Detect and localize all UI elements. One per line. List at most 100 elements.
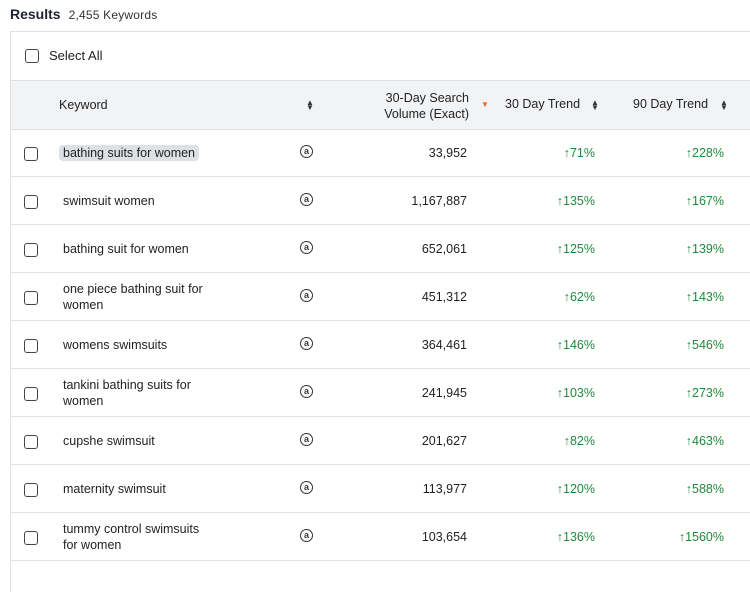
row-checkbox[interactable] [24, 483, 38, 497]
arrow-up-icon: ↑ [685, 386, 693, 400]
results-table-panel: Select All Keyword ▲ ▼ 30-Day Search Volu… [10, 31, 750, 592]
arrow-up-icon: ↑ [563, 290, 570, 304]
row-checkbox[interactable] [24, 435, 38, 449]
trend30-cell: ↑103% [511, 386, 595, 400]
trend30-value: 136% [563, 530, 595, 544]
trend90-cell: ↑139% [639, 242, 724, 256]
trend30-cell: ↑82% [511, 434, 595, 448]
row-checkbox[interactable] [24, 531, 38, 545]
trend90-cell: ↑546% [639, 338, 724, 352]
trend30-value: 135% [563, 194, 595, 208]
table-row[interactable]: bathing suits for women a 33,952 ↑71% ↑2… [11, 129, 750, 177]
row-checkbox[interactable] [24, 195, 38, 209]
trend30-cell: ↑120% [511, 482, 595, 496]
trend90-value: 139% [692, 242, 724, 256]
arrow-up-icon: ↑ [556, 242, 564, 256]
row-checkbox[interactable] [24, 387, 38, 401]
column-header-trend90[interactable]: 90 Day Trend [633, 97, 709, 111]
amazon-icon[interactable]: a [300, 193, 313, 206]
column-header-keyword[interactable]: Keyword [59, 98, 108, 112]
arrow-up-icon: ↑ [556, 386, 564, 400]
table-row[interactable]: tankini bathing suits for women a 241,94… [11, 369, 750, 417]
row-checkbox[interactable] [24, 147, 38, 161]
arrow-up-icon: ↑ [556, 194, 564, 208]
column-header-volume[interactable]: 30-Day Search Volume (Exact) [363, 90, 469, 122]
trend90-cell: ↑228% [639, 146, 724, 160]
keyword-cell[interactable]: one piece bathing suit for women [63, 281, 233, 313]
trend90-cell: ↑167% [639, 194, 724, 208]
trend90-value: 588% [692, 482, 724, 496]
column-header-trend30[interactable]: 30 Day Trend [505, 97, 581, 111]
trend30-cell: ↑146% [511, 338, 595, 352]
table-row[interactable]: bathing suit for women a 652,061 ↑125% ↑… [11, 225, 750, 273]
trend30-value: 120% [563, 482, 595, 496]
keyword-cell[interactable]: swimsuit women [63, 194, 155, 208]
amazon-icon[interactable]: a [300, 385, 313, 398]
keyword-line: for women [63, 538, 122, 552]
keyword-cell[interactable]: bathing suit for women [63, 242, 189, 256]
trend30-cell: ↑136% [511, 530, 595, 544]
trend30-value: 62% [569, 290, 595, 304]
trend30-value: 146% [563, 338, 595, 352]
trend30-cell: ↑62% [511, 290, 595, 304]
keyword-cell[interactable]: cupshe swimsuit [63, 434, 155, 448]
amazon-icon[interactable]: a [300, 481, 313, 494]
trend30-cell: ↑135% [511, 194, 595, 208]
trend90-value: 167% [692, 194, 724, 208]
keyword-cell[interactable]: maternity swimsuit [63, 482, 166, 496]
keyword-cell[interactable]: womens swimsuits [63, 338, 168, 352]
amazon-icon[interactable]: a [300, 433, 313, 446]
amazon-icon[interactable]: a [300, 529, 313, 542]
sort-desc-icon[interactable]: ▼ [481, 100, 489, 109]
arrow-up-icon: ↑ [685, 194, 693, 208]
sort-icon[interactable]: ▲ ▼ [306, 98, 314, 112]
trend90-value: 228% [692, 146, 724, 160]
volume-cell: 364,461 [421, 338, 467, 352]
sort-icon[interactable]: ▲ ▼ [591, 98, 599, 112]
select-all-label: Select All [49, 48, 103, 63]
results-title: Results [10, 6, 61, 22]
arrow-up-icon: ↑ [685, 434, 693, 448]
select-all[interactable]: Select All [25, 48, 102, 63]
trend30-value: 103% [563, 386, 595, 400]
sort-icon[interactable]: ▲ ▼ [720, 98, 728, 112]
keyword-text: bathing suits for women [59, 145, 200, 161]
trend90-cell: ↑463% [639, 434, 724, 448]
column-header-volume-line1: 30-Day Search [385, 91, 469, 105]
keyword-cell[interactable]: tankini bathing suits for women [63, 377, 233, 409]
trend30-cell: ↑71% [511, 146, 595, 160]
column-header-volume-line2: Volume (Exact) [384, 107, 469, 121]
table-header: Keyword ▲ ▼ 30-Day Search Volume (Exact) … [11, 80, 750, 130]
table-row[interactable]: maternity swimsuit a 113,977 ↑120% ↑588% [11, 465, 750, 513]
table-row[interactable]: swimsuit women a 1,167,887 ↑135% ↑167% [11, 177, 750, 225]
trend90-cell: ↑273% [639, 386, 724, 400]
amazon-icon[interactable]: a [300, 289, 313, 302]
table-row[interactable]: tummy control swimsuits for women a 103,… [11, 513, 750, 561]
keyword-cell[interactable]: bathing suits for women [59, 145, 233, 161]
trend90-value: 143% [692, 290, 724, 304]
arrow-up-icon: ↑ [685, 290, 693, 304]
keyword-line: one piece bathing suit for [63, 282, 203, 296]
table-row[interactable]: cupshe swimsuit a 201,627 ↑82% ↑463% [11, 417, 750, 465]
row-checkbox[interactable] [24, 339, 38, 353]
amazon-icon[interactable]: a [300, 241, 313, 254]
table-row[interactable]: one piece bathing suit for women a 451,3… [11, 273, 750, 321]
arrow-up-icon: ↑ [685, 242, 693, 256]
arrow-up-icon: ↑ [563, 146, 570, 160]
select-all-checkbox[interactable] [25, 48, 39, 63]
trend90-value: 1560% [685, 530, 724, 544]
trend90-value: 546% [692, 338, 724, 352]
row-checkbox[interactable] [24, 243, 38, 257]
volume-cell: 451,312 [421, 290, 467, 304]
arrow-up-icon: ↑ [685, 338, 693, 352]
table-row[interactable]: womens swimsuits a 364,461 ↑146% ↑546% [11, 321, 750, 369]
volume-cell: 652,061 [421, 242, 467, 256]
results-header: Results 2,455 Keywords [10, 6, 157, 24]
results-count: 2,455 Keywords [68, 8, 158, 22]
volume-cell: 113,977 [422, 482, 467, 496]
keyword-line: tummy control swimsuits [63, 522, 200, 536]
row-checkbox[interactable] [24, 291, 38, 305]
keyword-cell[interactable]: tummy control swimsuits for women [63, 521, 233, 553]
amazon-icon[interactable]: a [300, 337, 313, 350]
amazon-icon[interactable]: a [300, 145, 313, 158]
